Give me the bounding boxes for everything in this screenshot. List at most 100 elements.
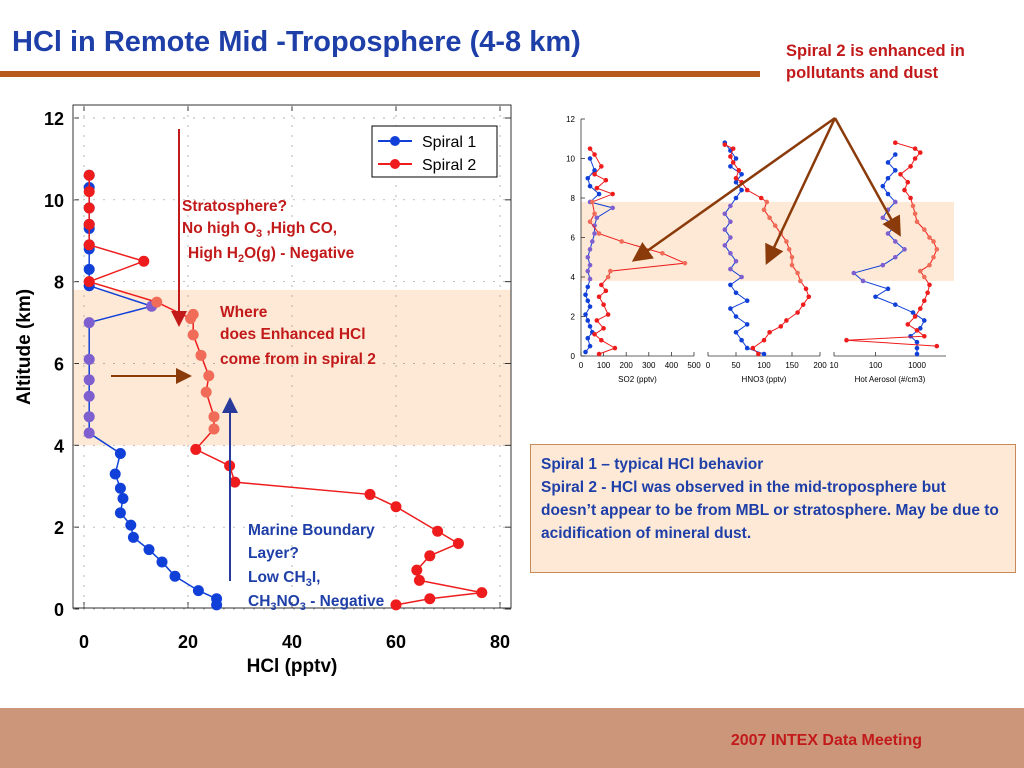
mini-series-2-point	[912, 156, 918, 161]
mini-series-1-point	[733, 290, 739, 296]
mini-series-1-point	[722, 243, 728, 248]
mini-series-2-point	[927, 282, 932, 288]
mini-series-2-point	[590, 199, 595, 205]
mini-series-1-point	[587, 183, 593, 189]
mini-x-tick-label: 200	[813, 361, 827, 370]
where-annotation: Where does Enhanced HCl come from in spi…	[220, 304, 376, 368]
mini-series-1-point	[722, 211, 728, 217]
mini-series-1-point	[594, 215, 600, 221]
mini-series-2-point	[592, 152, 597, 157]
series-1-point	[83, 353, 95, 365]
mini-series-1-point	[592, 168, 597, 173]
series-2-point	[432, 525, 444, 537]
mini-series-1-point	[728, 235, 733, 240]
mini-series-1-point	[885, 231, 891, 236]
mini-x-tick-label: 50	[732, 361, 741, 370]
series-1-point	[169, 570, 181, 582]
mini-series-1-point	[885, 175, 891, 181]
mini-series-1-point	[728, 266, 733, 272]
series-2-point	[187, 329, 199, 341]
series-1-point	[211, 593, 223, 605]
y-tick-label: 10	[44, 191, 64, 211]
mini-series-2-point	[784, 318, 789, 323]
mini-series-1-point	[908, 333, 913, 339]
mini-x-tick-label: 0	[579, 361, 584, 370]
mini-series-2-point	[803, 286, 809, 292]
x-tick-label: 0	[79, 632, 89, 652]
mini-series-1-point	[585, 298, 591, 303]
mini-series-2-point	[912, 314, 918, 319]
legend-label-spiral-2: Spiral 2	[422, 157, 476, 174]
mini-series-2-point	[778, 324, 784, 329]
mini-series-2-point	[922, 298, 927, 303]
series-2-point	[185, 312, 197, 324]
series-1-point	[117, 493, 129, 505]
series-1-point	[83, 411, 95, 423]
mini-x-axis-label: HNO3 (pptv)	[742, 375, 787, 384]
mini-series-2-point	[914, 328, 920, 333]
mini-series-2-point	[592, 211, 597, 217]
y-tick-label: 4	[54, 436, 64, 456]
series-2-point	[208, 411, 220, 423]
mini-series-2-point	[601, 302, 606, 307]
mini-y-tick-label: 0	[571, 352, 576, 361]
mini-series-1-point	[761, 351, 767, 357]
mini-series-1-point	[892, 239, 898, 244]
mini-series-1-point	[892, 302, 898, 307]
mini-series-1-point	[583, 349, 588, 355]
mini-series-2-point	[660, 251, 665, 256]
mini-series-2-point	[931, 239, 936, 244]
mini-x-tick-label: 100	[757, 361, 771, 370]
mini-series-2-point	[599, 337, 604, 343]
mini-series-1-point	[728, 306, 733, 311]
series-1-point	[83, 263, 95, 275]
mini-series-1-point	[733, 156, 739, 161]
mini-series-2-point	[786, 247, 792, 252]
mbl-annotation: Marine Boundary Layer? Low CH3I, CH3NO3 …	[248, 522, 385, 613]
series-2-point	[476, 587, 488, 599]
series-2-point	[390, 501, 402, 513]
mini-series-2-point	[744, 187, 750, 193]
mini-series-1-point	[722, 227, 728, 232]
mini-series-2-point	[798, 278, 803, 284]
mini-series-2-point	[730, 146, 736, 151]
mini-series-1-point	[880, 262, 886, 268]
mini-series-2-point	[767, 215, 772, 221]
mini-series-2-point	[844, 337, 849, 343]
mini-series-2-point	[603, 288, 609, 294]
mini-series-1-point	[914, 345, 920, 351]
footer-text: 2007 INTEX Data Meeting	[730, 732, 922, 749]
mini-series-2-point	[905, 322, 911, 327]
x-axis-label: HCl (pptv)	[247, 656, 338, 677]
series-2-point	[413, 574, 425, 586]
mini-series-1-point	[728, 164, 733, 169]
legend-label-spiral-1: Spiral 1	[422, 134, 476, 151]
mini-series-1-point	[880, 215, 886, 221]
strat-line-2: No high O3 ,High CO,	[182, 220, 337, 240]
mini-series-2-point	[917, 306, 923, 311]
summary-box: Spiral 1 – typical HCl behavior Spiral 2…	[530, 444, 1016, 573]
mini-series-1-point	[892, 254, 898, 260]
series-1-point	[125, 519, 137, 531]
mini-series-1-point	[587, 343, 593, 349]
mini-series-2-point	[619, 239, 624, 244]
x-tick-label: 40	[282, 632, 302, 652]
mini-x-axis-label: SO2 (pptv)	[618, 375, 657, 384]
summary-line-1: Spiral 1 – typical HCl behavior	[541, 456, 764, 473]
series-2-point	[195, 349, 207, 361]
mini-series-1-point	[587, 262, 593, 268]
mini-series-2-point	[592, 172, 597, 177]
strat-line-3: High H2O(g) - Negative	[188, 245, 355, 265]
series-1-point	[114, 507, 126, 519]
series-2-point	[411, 564, 423, 576]
mini-series-2-point	[736, 168, 742, 173]
x-tick-label: 20	[178, 632, 198, 652]
mini-series-1-point	[910, 310, 916, 315]
mini-series-1-point	[922, 318, 927, 323]
mini-series-1-point	[585, 318, 591, 323]
mini-series-2-point	[605, 312, 611, 317]
mini-series-2-point	[898, 172, 903, 177]
mini-series-1-point	[728, 219, 733, 224]
mini-series-1-point	[885, 286, 891, 292]
mini-y-tick-label: 2	[571, 313, 576, 322]
